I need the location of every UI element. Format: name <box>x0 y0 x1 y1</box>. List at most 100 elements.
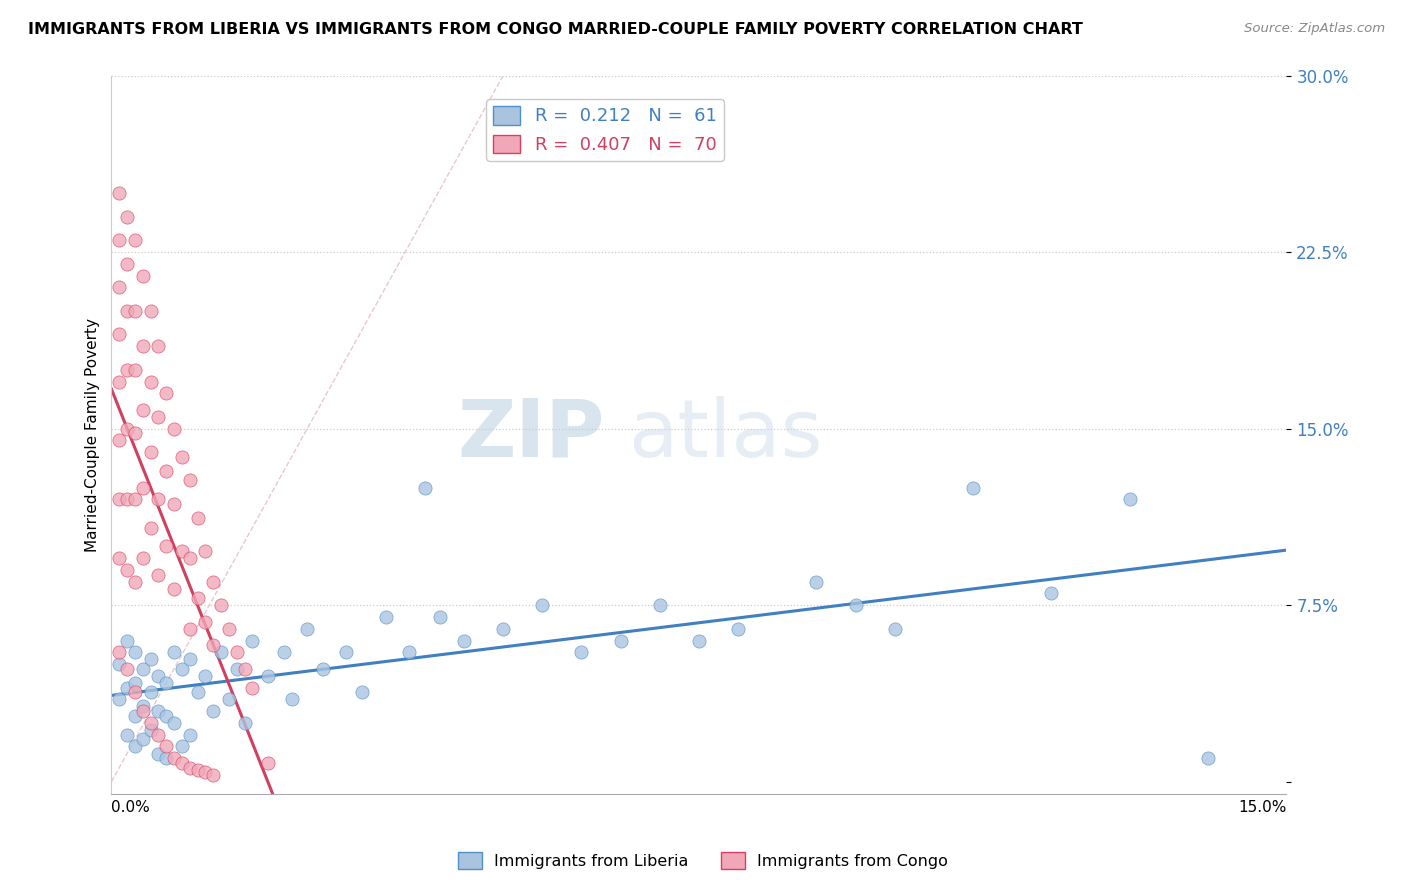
Legend: R =  0.212   N =  61, R =  0.407   N =  70: R = 0.212 N = 61, R = 0.407 N = 70 <box>486 99 724 161</box>
Point <box>163 497 186 511</box>
Point <box>108 327 131 342</box>
Point <box>163 715 186 730</box>
Point <box>124 685 146 699</box>
Point <box>148 567 170 582</box>
Point <box>194 615 217 629</box>
Point <box>233 715 256 730</box>
Point <box>179 652 201 666</box>
Point <box>115 681 138 695</box>
Point <box>108 434 131 448</box>
Point <box>132 339 155 353</box>
Point <box>148 492 170 507</box>
Legend: Immigrants from Liberia, Immigrants from Congo: Immigrants from Liberia, Immigrants from… <box>451 846 955 875</box>
Point <box>139 715 162 730</box>
Text: 15.0%: 15.0% <box>1239 800 1286 815</box>
Point <box>727 622 749 636</box>
Point <box>429 610 451 624</box>
Point <box>108 492 131 507</box>
Point <box>108 233 131 247</box>
Point <box>148 704 170 718</box>
Point <box>124 676 146 690</box>
Point <box>218 692 240 706</box>
Point <box>124 492 146 507</box>
Point <box>297 622 319 636</box>
Point <box>202 638 225 652</box>
Point <box>453 633 475 648</box>
Point <box>139 445 162 459</box>
Point <box>108 692 131 706</box>
Point <box>374 610 396 624</box>
Point <box>648 598 671 612</box>
Point <box>124 709 146 723</box>
Point <box>124 739 146 754</box>
Point <box>108 280 131 294</box>
Point <box>148 728 170 742</box>
Point <box>132 699 155 714</box>
Point <box>139 375 162 389</box>
Y-axis label: Married-Couple Family Poverty: Married-Couple Family Poverty <box>86 318 100 551</box>
Point <box>148 669 170 683</box>
Point <box>209 645 232 659</box>
Point <box>139 685 162 699</box>
Point <box>124 574 146 589</box>
Point <box>139 304 162 318</box>
Point <box>187 763 209 777</box>
Point <box>209 598 232 612</box>
Point <box>124 426 146 441</box>
Point <box>108 375 131 389</box>
Point <box>124 233 146 247</box>
Point <box>108 657 131 671</box>
Point <box>312 662 335 676</box>
Point <box>124 304 146 318</box>
Text: Source: ZipAtlas.com: Source: ZipAtlas.com <box>1244 22 1385 36</box>
Point <box>132 481 155 495</box>
Point <box>1040 586 1063 600</box>
Point <box>163 422 186 436</box>
Point <box>194 765 217 780</box>
Point <box>352 685 374 699</box>
Point <box>688 633 710 648</box>
Point <box>155 386 177 401</box>
Point <box>139 723 162 737</box>
Point <box>233 662 256 676</box>
Point <box>1197 751 1219 765</box>
Point <box>179 622 201 636</box>
Point <box>257 756 280 770</box>
Point <box>115 563 138 577</box>
Point <box>179 474 201 488</box>
Text: ZIP: ZIP <box>458 395 605 474</box>
Point <box>413 481 436 495</box>
Point <box>115 363 138 377</box>
Point <box>225 662 247 676</box>
Text: atlas: atlas <box>628 395 823 474</box>
Point <box>883 622 905 636</box>
Point <box>187 685 209 699</box>
Point <box>571 645 593 659</box>
Point <box>179 761 201 775</box>
Text: IMMIGRANTS FROM LIBERIA VS IMMIGRANTS FROM CONGO MARRIED-COUPLE FAMILY POVERTY C: IMMIGRANTS FROM LIBERIA VS IMMIGRANTS FR… <box>28 22 1083 37</box>
Point <box>187 591 209 606</box>
Point <box>335 645 357 659</box>
Point <box>170 544 193 558</box>
Point <box>115 633 138 648</box>
Point <box>108 186 131 201</box>
Point <box>155 709 177 723</box>
Point <box>132 551 155 566</box>
Point <box>155 751 177 765</box>
Point <box>202 574 225 589</box>
Point <box>155 676 177 690</box>
Point <box>163 645 186 659</box>
Point <box>155 540 177 554</box>
Point <box>187 511 209 525</box>
Point <box>115 257 138 271</box>
Point <box>132 704 155 718</box>
Point <box>280 692 302 706</box>
Point <box>155 464 177 478</box>
Point <box>1119 492 1142 507</box>
Point <box>806 574 828 589</box>
Point <box>148 747 170 761</box>
Point <box>202 704 225 718</box>
Point <box>148 339 170 353</box>
Point <box>163 751 186 765</box>
Point <box>170 756 193 770</box>
